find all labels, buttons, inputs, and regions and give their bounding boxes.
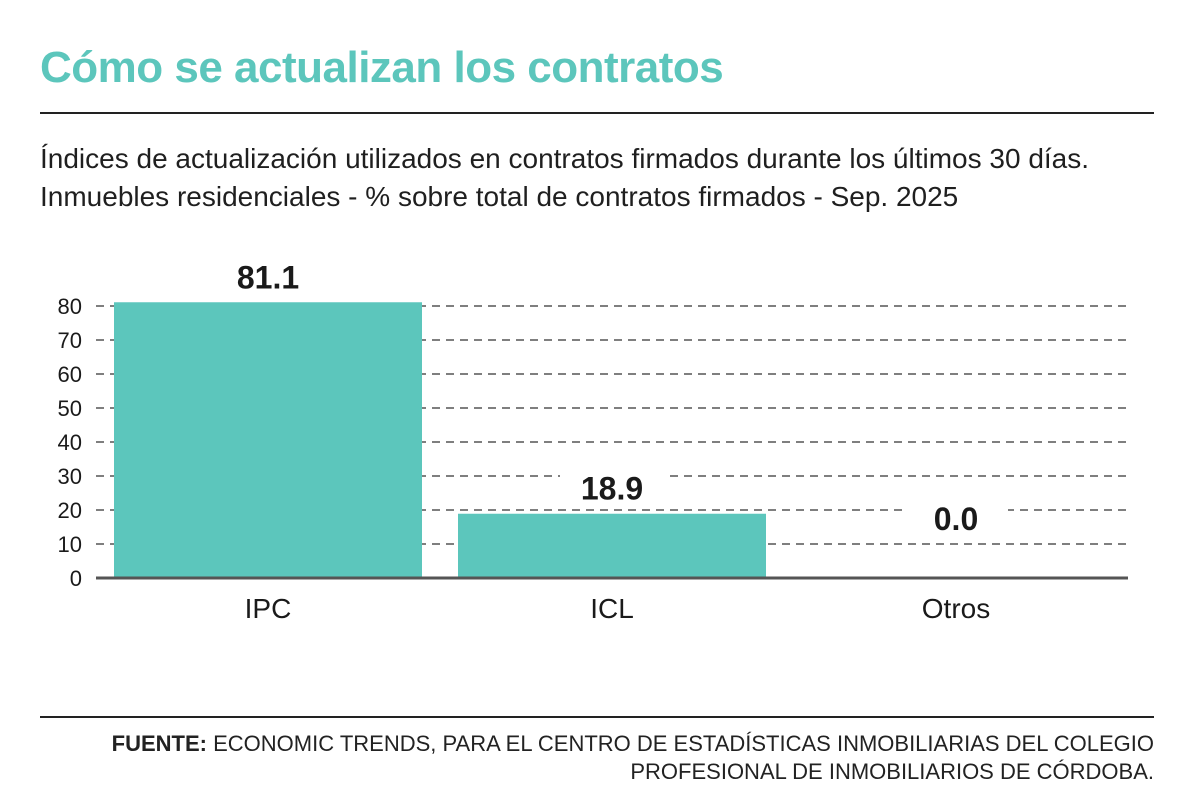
source-text-1: ECONOMIC TRENDS, PARA EL CENTRO DE ESTAD… xyxy=(213,731,1154,756)
x-category-label-icl: ICL xyxy=(590,593,634,624)
y-tick-label-80: 80 xyxy=(58,294,82,319)
data-label-bg-ipc xyxy=(216,258,320,295)
y-axis-ticks: 0 10 20 30 40 50 60 70 80 xyxy=(58,294,82,591)
footer-rule xyxy=(40,716,1154,718)
y-tick-label-30: 30 xyxy=(58,464,82,489)
y-tick-label-20: 20 xyxy=(58,498,82,523)
data-label-icl: 18.9 xyxy=(581,471,643,507)
title-rule xyxy=(40,112,1154,114)
chart-subtitle: Índices de actualización utilizados en c… xyxy=(40,140,1089,216)
y-tick-label-10: 10 xyxy=(58,532,82,557)
subtitle-line-1: Índices de actualización utilizados en c… xyxy=(40,143,1090,174)
x-category-label-otros: Otros xyxy=(922,593,990,624)
source-line-1: FUENTE: ECONOMIC TRENDS, PARA EL CENTRO … xyxy=(112,730,1154,758)
x-axis: IPC ICL Otros xyxy=(96,576,1128,624)
source-note: FUENTE: ECONOMIC TRENDS, PARA EL CENTRO … xyxy=(112,730,1154,786)
bar-ipc xyxy=(114,302,422,578)
y-tick-label-70: 70 xyxy=(58,328,82,353)
data-label-ipc: 81.1 xyxy=(237,259,299,295)
x-category-label-ipc: IPC xyxy=(245,593,292,624)
y-tick-label-0: 0 xyxy=(70,566,82,591)
y-tick-label-40: 40 xyxy=(58,430,82,455)
source-label: FUENTE: xyxy=(111,731,207,756)
bars xyxy=(114,302,766,578)
bar-chart: 0 10 20 30 40 50 60 70 80 IPC ICL Otros 81.1 18.9 0.… xyxy=(58,258,1128,624)
bar-icl xyxy=(458,513,766,578)
data-label-bg-icl xyxy=(560,469,664,506)
source-line-2: PROFESIONAL DE INMOBILIARIOS DE CÓRDOBA. xyxy=(630,759,1154,784)
labels: 81.1 18.9 0.0 xyxy=(216,258,1008,537)
chart-title: Cómo se actualizan los contratos xyxy=(40,43,724,92)
data-label-bg-otros xyxy=(904,500,1008,536)
subtitle-line-2: Inmuebles residenciales - % sobre total … xyxy=(40,181,959,212)
data-label-otros: 0.0 xyxy=(934,501,978,537)
y-tick-label-60: 60 xyxy=(58,362,82,387)
y-tick-label-50: 50 xyxy=(58,396,82,421)
